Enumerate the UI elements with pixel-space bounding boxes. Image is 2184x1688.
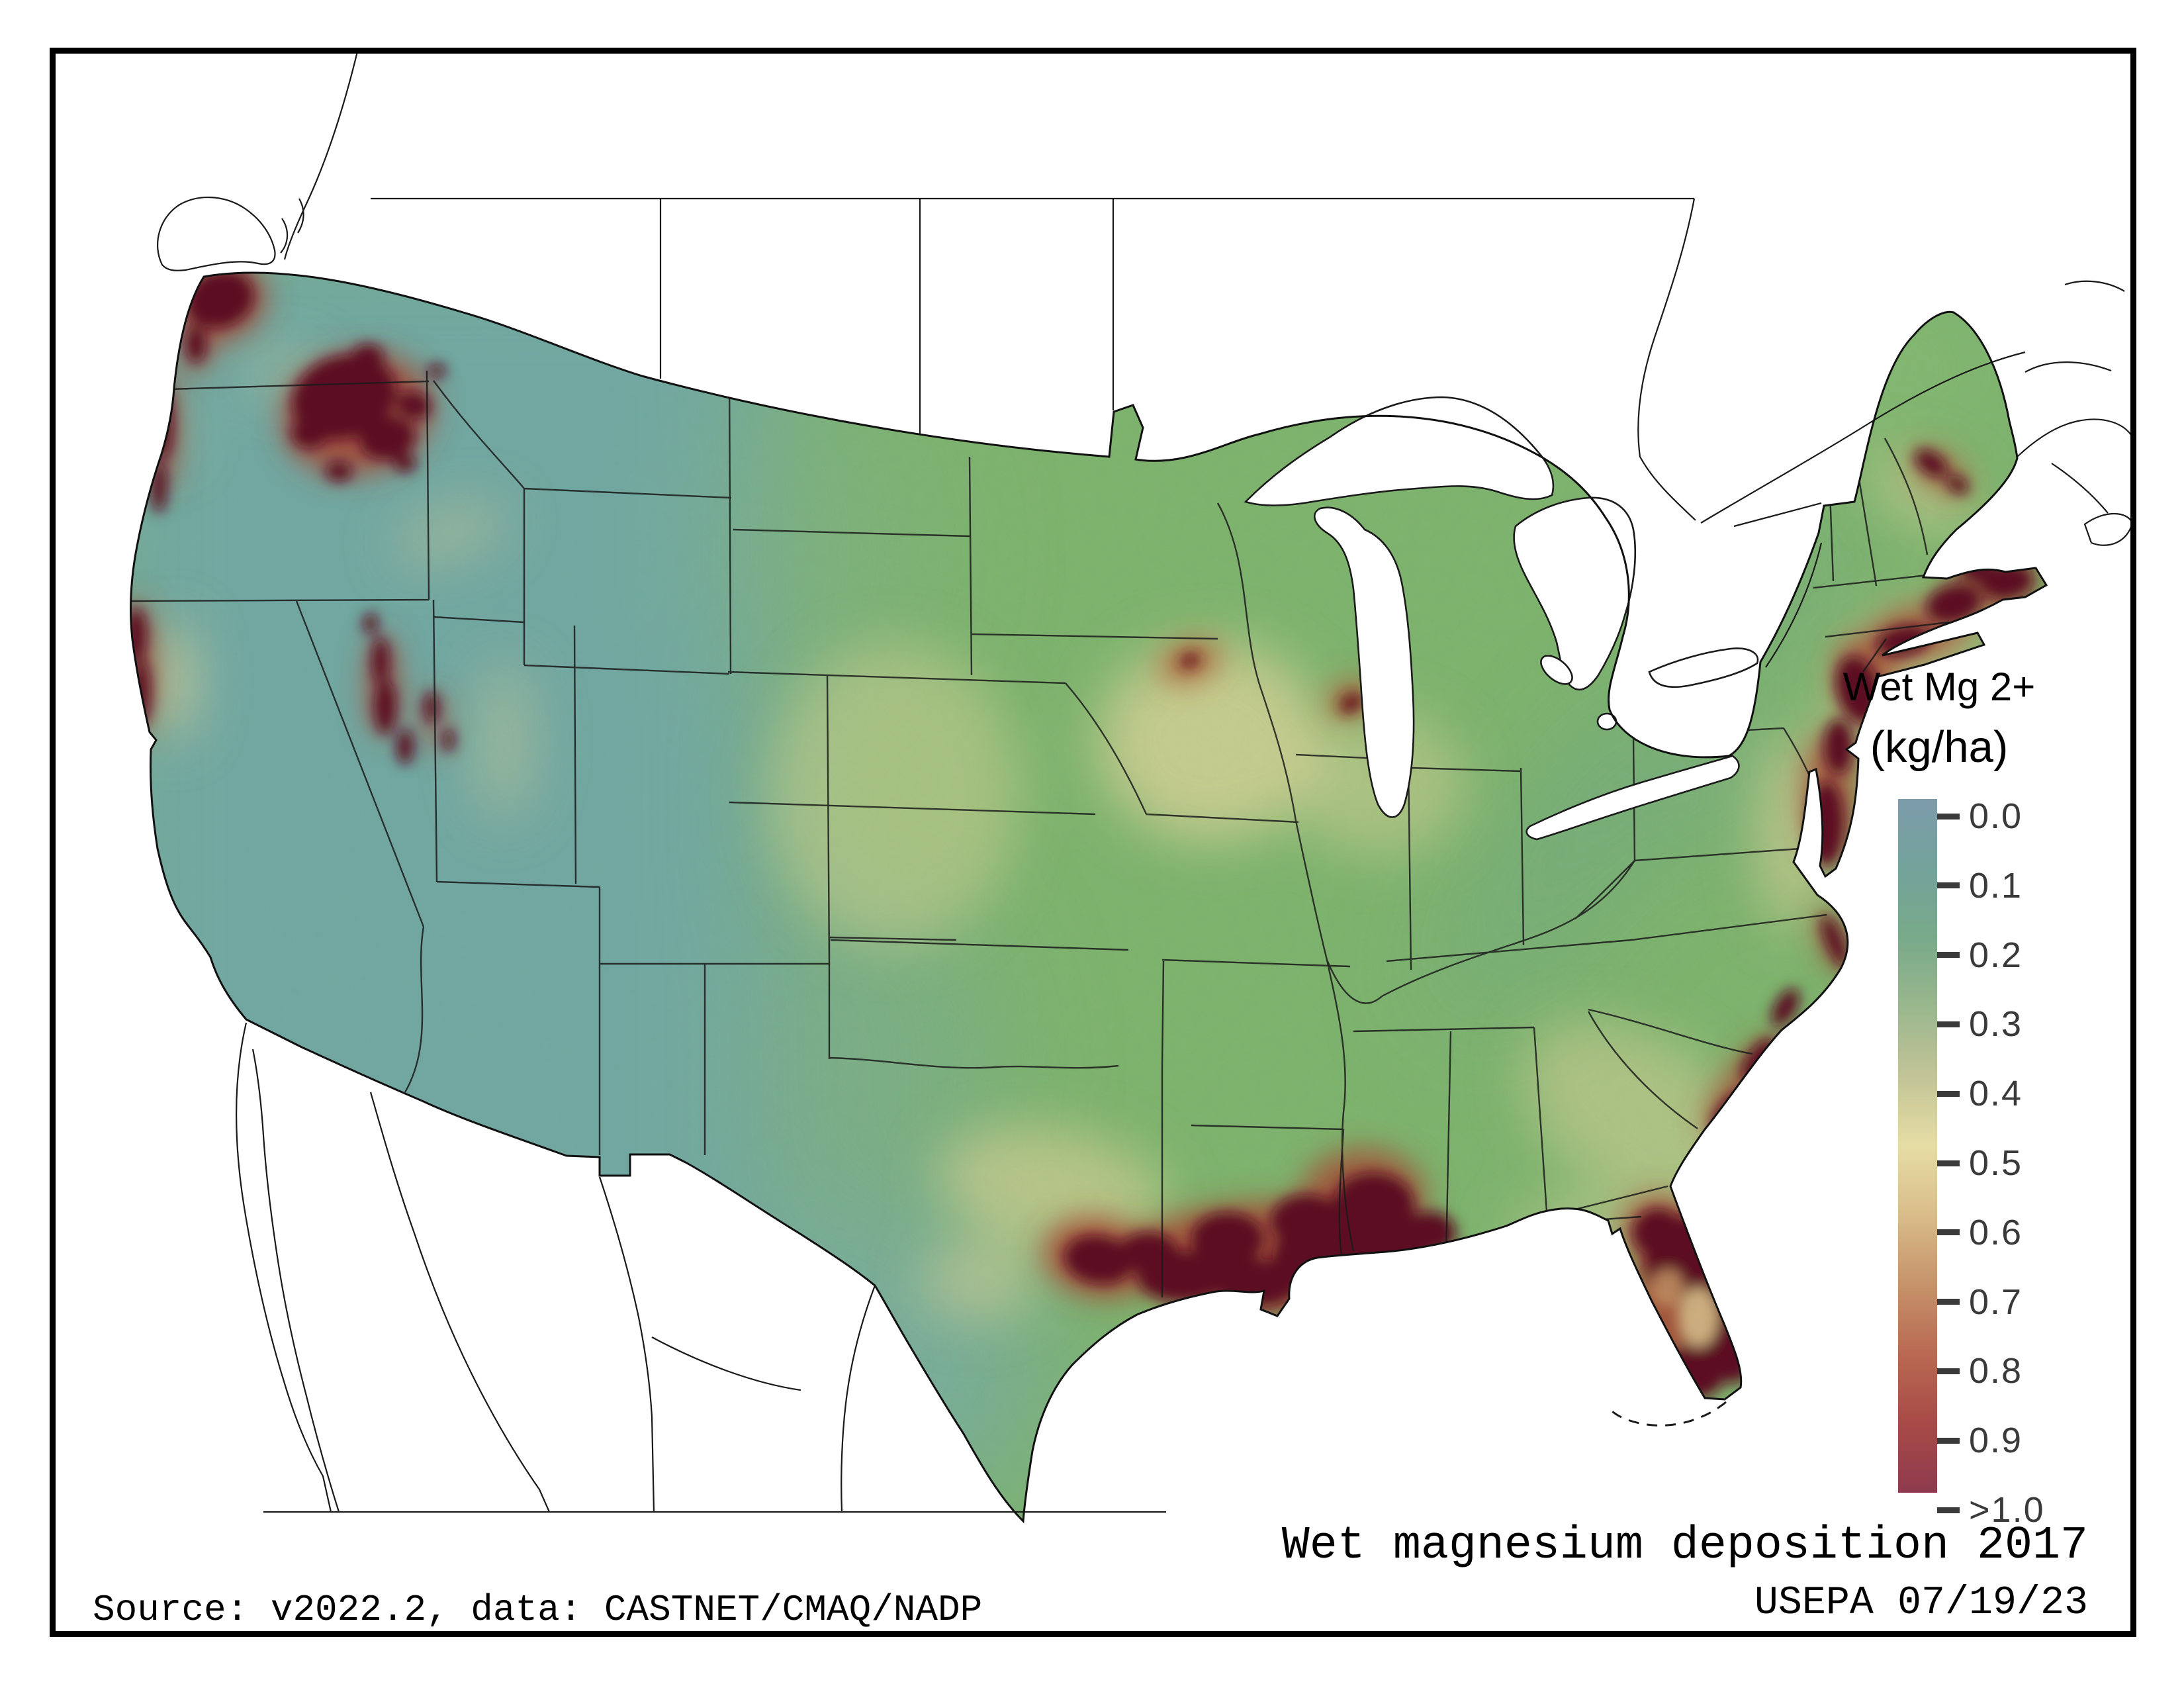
colorbar-tick-label: 0.9 [1969,1421,2023,1461]
colorbar-tick: >1.0 [1898,1489,2045,1530]
colorbar-tick-mark [1937,1299,1960,1305]
agency-date: USEPA 07/19/23 [1754,1581,2088,1626]
colorbar-tick-label: 0.2 [1969,935,2023,975]
colorbar-tick: 0.2 [1898,935,2023,976]
colorbar-tick-mark [1937,1160,1960,1166]
colorbar-tick-label: 0.0 [1969,796,2023,836]
colorbar-tick: 0.8 [1898,1350,2023,1391]
lake-michigan [1314,506,1415,818]
colorbar-tick-mark [1937,1229,1960,1236]
colorbar-tick-mark [1937,813,1960,820]
colorbar-tick-mark [1937,952,1960,959]
colorbar-tick-mark [1937,1090,1960,1097]
colorbar-tick-label: 0.8 [1969,1351,2023,1391]
colorbar-gradient [1898,799,1937,1493]
colorbar-tick: 0.1 [1898,865,2023,906]
colorbar-tick-label: >1.0 [1969,1490,2045,1530]
colorbar-tick-mark [1937,882,1960,889]
colorbar-tick-mark [1937,1507,1960,1513]
colorbar-tick: 0.3 [1898,1004,2023,1045]
colorbar-tick: 0.6 [1898,1212,2023,1253]
state-borders [130,370,1950,1297]
source-note: Source: v2022.2, data: CASTNET/CMAQ/NADP [93,1589,983,1631]
colorbar-tick-mark [1937,1437,1960,1444]
us-outline [130,271,2048,1524]
florida-keys [1612,1401,1727,1427]
colorbar-tick: 0.7 [1898,1282,2023,1323]
legend-units: (kg/ha) [1870,722,2009,772]
colorbar-tick-mark [1937,1021,1960,1027]
colorbar-tick: 0.5 [1898,1143,2023,1184]
canada-outline [157,51,2134,668]
lake-ontario [1648,647,1759,688]
plot-border [50,48,2136,1637]
great-lakes [1244,396,1759,841]
lake-huron [1513,496,1637,691]
colorbar-ticks: 0.0 0.1 0.2 0.3 0.4 0.5 0.6 0.7 0.8 0.9 >1.0 [1898,796,2097,1530]
lake-erie [1525,755,1740,841]
map-title: Wet magnesium deposition 2017 [1281,1520,2088,1572]
colorbar-tick-label: 0.7 [1969,1282,2023,1322]
lake-superior [1244,396,1555,506]
colorbar-tick: 0.0 [1898,796,2023,837]
colorbar-tick: 0.9 [1898,1420,2023,1461]
colorbar-tick-label: 0.4 [1969,1074,2023,1114]
colorbar-tick-label: 0.6 [1969,1212,2023,1252]
colorbar-tick-label: 0.1 [1969,865,2023,906]
colorbar-tick: 0.4 [1898,1073,2023,1114]
colorbar-tick-mark [1937,1368,1960,1374]
colorbar-tick-label: 0.3 [1969,1004,2023,1045]
legend-title: Wet Mg 2+ [1843,665,2036,709]
saginaw-bay [1540,655,1573,685]
colorbar-tick-label: 0.5 [1969,1143,2023,1183]
